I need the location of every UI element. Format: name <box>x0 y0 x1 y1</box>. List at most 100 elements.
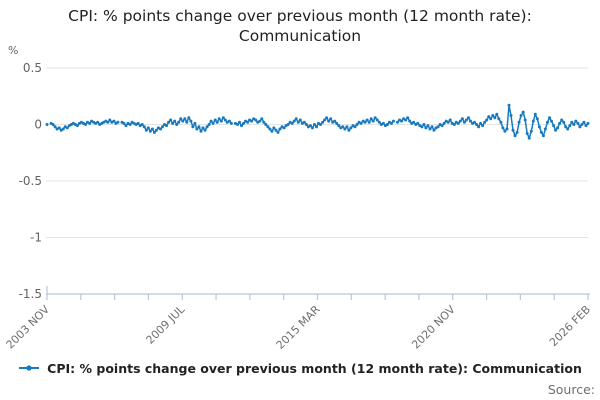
data-point <box>535 117 539 121</box>
data-point <box>75 124 79 128</box>
data-point <box>460 117 464 121</box>
data-point <box>175 123 179 126</box>
data-point <box>179 117 183 121</box>
data-point <box>420 125 424 129</box>
chart-canvas: 0.5 0 -0.5 -1 -1.5% 2003 NOV 2009 JUL 2015 MAR 2… <box>4 44 594 352</box>
data-point <box>246 120 250 124</box>
data-point <box>221 116 225 120</box>
data-point <box>197 125 201 129</box>
data-point <box>268 127 272 131</box>
data-point <box>185 120 189 124</box>
data-point <box>341 125 345 129</box>
data-point <box>148 129 152 133</box>
data-point <box>144 128 148 132</box>
data-point <box>242 121 245 125</box>
data-point <box>223 118 227 122</box>
y-axis-tick-label: 0.5 <box>23 61 42 75</box>
data-point <box>140 123 144 126</box>
data-point <box>195 127 199 131</box>
data-point <box>477 125 481 129</box>
data-point <box>424 126 428 130</box>
data-point <box>152 130 156 134</box>
data-point <box>219 119 223 123</box>
data-point <box>527 136 531 140</box>
data-point <box>292 119 296 123</box>
data-point <box>375 118 379 122</box>
data-point <box>550 119 553 123</box>
data-point <box>412 120 416 124</box>
data-point <box>298 118 302 122</box>
data-point <box>422 123 426 126</box>
data-point <box>556 126 560 130</box>
data-point <box>150 127 154 131</box>
data-point <box>238 120 241 124</box>
data-point <box>236 123 239 126</box>
x-axis-tick-label: 2020 NOV <box>409 303 458 352</box>
data-point <box>371 119 375 123</box>
data-point <box>260 117 264 121</box>
data-point <box>161 125 164 129</box>
data-point <box>264 123 268 126</box>
data-point <box>572 123 576 126</box>
y-axis-tick-label: 0 <box>34 118 42 132</box>
data-point <box>473 120 476 124</box>
data-point <box>272 126 276 130</box>
y-axis-tick-label: -0.5 <box>19 174 42 188</box>
data-point <box>254 118 258 122</box>
data-point <box>45 123 49 126</box>
data-point <box>347 128 351 132</box>
data-point <box>266 125 270 129</box>
data-point <box>432 128 436 132</box>
data-point <box>51 123 55 126</box>
x-axis-tick-label: 2003 NOV <box>4 303 53 352</box>
data-point <box>543 127 547 131</box>
data-point <box>116 120 120 124</box>
data-point <box>65 126 69 130</box>
data-point <box>108 118 112 122</box>
data-point <box>169 118 173 122</box>
data-point <box>146 126 150 130</box>
data-point <box>558 121 562 125</box>
data-point <box>61 127 65 131</box>
data-point <box>84 123 87 126</box>
data-point <box>521 110 525 114</box>
data-point <box>552 124 556 128</box>
data-point <box>250 119 254 123</box>
data-point <box>349 126 353 130</box>
data-point <box>533 112 537 116</box>
data-point <box>323 118 327 122</box>
data-point <box>353 125 357 129</box>
data-point <box>446 120 450 124</box>
data-point <box>570 120 574 124</box>
data-point <box>333 119 337 123</box>
data-point <box>315 125 318 129</box>
data-point <box>531 119 535 123</box>
data-point <box>568 124 572 128</box>
data-point <box>440 124 444 128</box>
data-point <box>574 119 578 123</box>
data-point <box>213 118 217 122</box>
data-point <box>541 134 545 138</box>
data-point <box>57 126 61 130</box>
data-point <box>487 115 491 119</box>
y-axis-tick-label: -1 <box>30 231 42 245</box>
data-point <box>469 119 472 123</box>
data-point <box>562 120 566 124</box>
data-point <box>296 120 300 124</box>
data-point <box>448 118 452 122</box>
data-point <box>582 120 586 124</box>
legend: CPI: % points change over previous month… <box>0 359 600 377</box>
data-point <box>142 125 146 129</box>
data-point <box>365 118 369 122</box>
data-point <box>215 120 219 124</box>
page-title: CPI: % points change over previous month… <box>0 7 600 47</box>
data-point <box>191 125 195 129</box>
data-point <box>408 119 412 123</box>
chart-title-line-1: CPI: % points change over previous month… <box>68 7 532 25</box>
data-point <box>177 120 181 124</box>
data-point <box>369 117 373 121</box>
data-point <box>584 124 588 128</box>
data-point <box>578 125 582 129</box>
data-point <box>400 119 404 123</box>
